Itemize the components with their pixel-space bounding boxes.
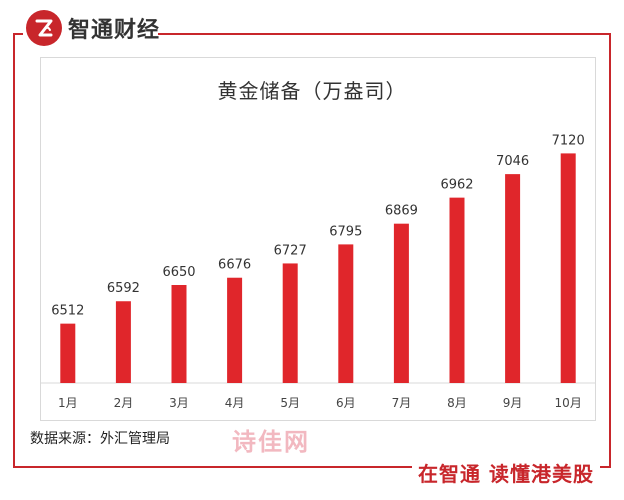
bar xyxy=(60,323,76,383)
data-label: 7046 xyxy=(496,154,529,169)
bar xyxy=(115,301,131,383)
x-tick-label: 5月 xyxy=(280,396,300,410)
x-tick-label: 8月 xyxy=(447,396,467,410)
brand-name: 智通财经 xyxy=(68,18,161,43)
x-tick-label: 4月 xyxy=(225,396,245,410)
x-tick-label: 2月 xyxy=(114,396,134,410)
chart-title: 黄金储备（万盎司） xyxy=(217,79,407,103)
data-label: 6869 xyxy=(385,204,418,219)
x-tick-label: 7月 xyxy=(392,396,412,410)
bar xyxy=(171,285,187,383)
data-label: 6650 xyxy=(162,265,195,280)
x-tick-label: 3月 xyxy=(169,396,189,410)
frame-top-right-line xyxy=(158,33,611,35)
bar xyxy=(282,263,298,383)
x-tick-label: 1月 xyxy=(58,396,78,410)
bar xyxy=(449,197,465,383)
x-tick-label: 10月 xyxy=(555,396,582,410)
x-tick-label: 6月 xyxy=(336,396,356,410)
data-label: 6962 xyxy=(440,178,473,193)
data-label: 6795 xyxy=(329,224,362,239)
bar xyxy=(560,153,576,383)
data-label: 6512 xyxy=(51,304,84,319)
bar xyxy=(393,223,409,383)
data-label: 6676 xyxy=(218,258,251,273)
chart-box xyxy=(40,57,596,421)
source-note: 数据来源：外汇管理局 xyxy=(30,431,170,447)
brand-slogan: 在智通 读懂港美股 xyxy=(412,458,600,487)
data-label: 6727 xyxy=(274,243,307,258)
bar xyxy=(505,174,521,383)
bar xyxy=(227,277,243,383)
brand-logo: 智通财经 xyxy=(26,8,160,48)
data-label: 7120 xyxy=(552,133,585,148)
x-tick-label: 9月 xyxy=(503,396,523,410)
frame-top-left-line xyxy=(13,33,23,35)
bar xyxy=(338,244,354,383)
brand-logo-icon xyxy=(26,10,62,46)
data-label: 6592 xyxy=(107,281,140,296)
watermark-text: 诗佳网 xyxy=(232,428,310,456)
outer-frame xyxy=(13,33,611,468)
